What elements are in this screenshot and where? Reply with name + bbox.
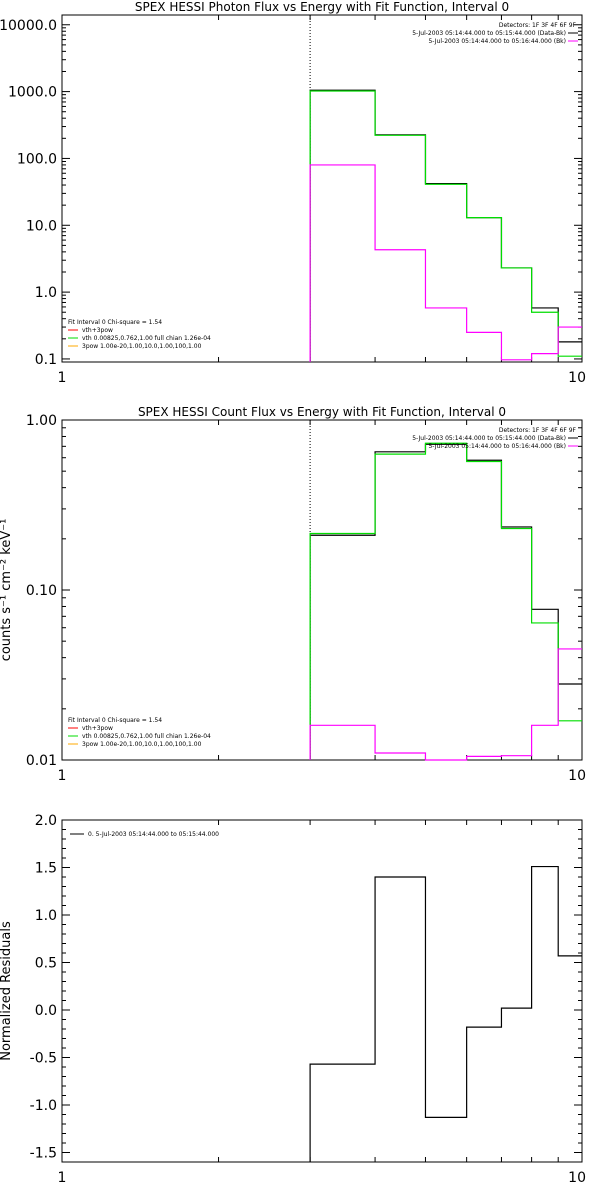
- chart-title: SPEX HESSI Count Flux vs Energy with Fit…: [138, 405, 506, 419]
- y-axis-label: counts s⁻¹ cm⁻² keV⁻¹: [0, 519, 14, 662]
- y-tick-label: 0.01: [26, 753, 57, 769]
- legend-entry: 5-Jul-2003 05:14:44.000 to 05:15:44.000 …: [412, 30, 566, 37]
- y-tick-label: 0.0: [35, 1003, 57, 1019]
- series-line-2: [309, 442, 582, 760]
- legend-entry: vth 0.00825,0.762,1.00 full chian 1.26e-…: [82, 733, 211, 740]
- y-tick-label: 10000.0: [0, 18, 57, 34]
- y-tick-label: 1.00: [26, 413, 57, 429]
- y-tick-label: 10.0: [26, 218, 57, 234]
- series-line-1: [309, 865, 582, 1162]
- y-tick-label: 1000.0: [8, 85, 57, 101]
- x-tick-label: 10: [568, 370, 586, 386]
- y-tick-label: -1.0: [30, 1098, 57, 1114]
- legend-entry: vth 0.00825,0.762,1.00 full chian 1.26e-…: [82, 335, 211, 342]
- y-axis-label: Normalized Residuals: [0, 921, 14, 1061]
- y-tick-label: 1.0: [35, 285, 57, 301]
- y-tick-label: 0.1: [35, 352, 57, 368]
- legend-entry: Detectors: 1F 3F 4F 6F 9F: [499, 22, 577, 29]
- y-tick-label: -1.5: [30, 1146, 57, 1162]
- legend-entry: vth+3pow: [82, 327, 113, 334]
- plot-frame: [61, 14, 583, 363]
- y-tick-label: -0.5: [30, 1051, 57, 1067]
- y-tick-label: 1.5: [35, 861, 57, 877]
- legend-entry: 5-Jul-2003 05:14:44.000 to 05:16:44.000 …: [428, 443, 566, 450]
- panel-2: SPEX HESSI Count Flux vs Energy with Fit…: [0, 405, 586, 784]
- panel-3: -1.5 -1.0 -0.5 0.0 0.5 1.0 1.5 2.0 1 10 Normalized…: [0, 813, 586, 1186]
- series-line-2: [309, 90, 582, 362]
- legend-entry: 3pow 1.00e-20,1.00,10.0,1.00,100,1.00: [82, 343, 202, 350]
- chart-title: SPEX HESSI Photon Flux vs Energy with Fi…: [135, 0, 509, 14]
- series-line-1: [309, 89, 582, 362]
- legend-entry: vth+3pow: [82, 725, 113, 732]
- x-tick-label: 1: [58, 370, 67, 386]
- y-tick-label: 0.10: [26, 583, 57, 599]
- x-tick-label: 1: [58, 768, 67, 784]
- legend-entry: Detectors: 1F 3F 4F 6F 9F: [499, 427, 577, 434]
- legend-entry: 5-Jul-2003 05:14:44.000 to 05:15:44.000 …: [412, 435, 566, 442]
- legend-entry: 0. 5-Jul-2003 05:14:44.000 to 05:15:44.0…: [88, 831, 219, 838]
- y-tick-label: 2.0: [35, 813, 57, 829]
- series-line-3: [309, 164, 582, 362]
- x-tick-label: 1: [58, 1170, 67, 1186]
- legend-entry: 3pow 1.00e-20,1.00,10.0,1.00,100,1.00: [82, 741, 202, 748]
- plot-frame: [61, 419, 583, 761]
- y-tick-label: 100.0: [17, 151, 57, 167]
- legend-entry: Fit Interval 0 Chi-square = 1.54: [68, 319, 162, 326]
- legend-entry: Fit Interval 0 Chi-square = 1.54: [68, 717, 162, 724]
- legend-entry: 5-Jul-2003 05:14:44.000 to 05:16:44.000 …: [428, 38, 566, 45]
- series-line-1: [309, 443, 582, 760]
- y-tick-label: 1.0: [35, 908, 57, 924]
- plot-frame: [61, 819, 583, 1163]
- y-tick-label: 0.5: [35, 956, 57, 972]
- panel-1: SPEX HESSI Photon Flux vs Energy with Fi…: [0, 0, 586, 386]
- series-line-3: [309, 648, 582, 761]
- x-tick-label: 10: [568, 1170, 586, 1186]
- x-tick-label: 10: [568, 768, 586, 784]
